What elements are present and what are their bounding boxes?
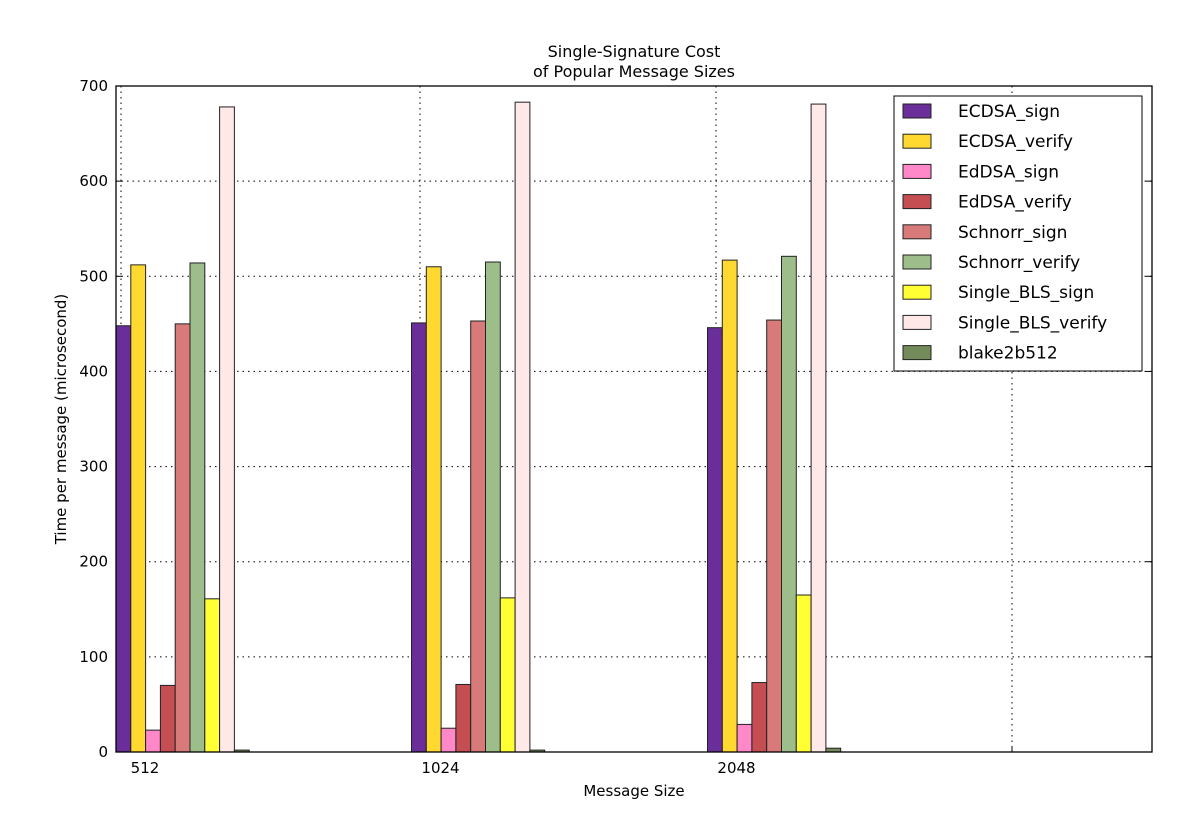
chart-title: of Popular Message Sizes bbox=[533, 62, 735, 81]
bar-Schnorr_verify-1024 bbox=[485, 261, 501, 753]
x-axis-label: Message Size bbox=[583, 782, 684, 800]
y-tick-label: 600 bbox=[79, 172, 108, 190]
legend-swatch bbox=[902, 103, 932, 119]
bar-Schnorr_verify-2048 bbox=[781, 255, 797, 753]
legend-swatch bbox=[902, 133, 932, 149]
legend-swatch bbox=[902, 314, 932, 330]
bar-Schnorr_sign-2048 bbox=[766, 319, 783, 753]
legend-label: EdDSA_sign bbox=[958, 162, 1059, 182]
bar-Single_BLS_sign-512 bbox=[204, 598, 221, 753]
legend-swatch bbox=[902, 284, 932, 300]
bar-Single_BLS_sign-2048 bbox=[795, 594, 812, 753]
bar-ECDSA_sign-1024 bbox=[411, 322, 427, 753]
bar-EdDSA_sign-2048 bbox=[736, 723, 753, 753]
y-tick-label: 400 bbox=[79, 362, 108, 380]
bar-Schnorr_sign-512 bbox=[174, 323, 191, 753]
y-tick-label: 300 bbox=[79, 458, 108, 476]
bar-Single_BLS_verify-512 bbox=[219, 106, 235, 753]
y-tick-label: 700 bbox=[79, 77, 108, 95]
bar-ECDSA_sign-2048 bbox=[707, 327, 723, 753]
plot-frame bbox=[115, 85, 1153, 753]
bar-ECDSA_verify-2048 bbox=[721, 259, 738, 753]
bar-ECDSA_verify-1024 bbox=[425, 266, 442, 753]
y-tick-label: 100 bbox=[79, 648, 108, 666]
legend-swatch bbox=[902, 254, 932, 270]
legend-label: blake2b512 bbox=[958, 344, 1058, 364]
legend-swatch bbox=[902, 163, 932, 179]
bar-EdDSA_verify-1024 bbox=[455, 683, 472, 753]
legend bbox=[893, 95, 1143, 372]
legend-label: ECDSA_sign bbox=[958, 102, 1060, 122]
legend-swatch bbox=[902, 224, 932, 240]
legend-label: Single_BLS_sign bbox=[958, 283, 1094, 303]
legend-label: Schnorr_sign bbox=[958, 223, 1067, 243]
legend-swatch bbox=[902, 194, 932, 210]
y-tick-label: 200 bbox=[79, 553, 108, 571]
x-tick-label: 2048 bbox=[717, 759, 755, 777]
y-tick-label: 0 bbox=[98, 743, 108, 761]
legend-label: Schnorr_verify bbox=[958, 253, 1080, 273]
x-tick-label: 512 bbox=[131, 759, 160, 777]
legend-label: Single_BLS_verify bbox=[958, 313, 1107, 333]
bar-EdDSA_sign-1024 bbox=[440, 727, 457, 753]
y-axis-label: Time per message (microsecond) bbox=[52, 294, 70, 546]
bar-ECDSA_sign-512 bbox=[115, 325, 132, 753]
legend-label: EdDSA_verify bbox=[958, 193, 1072, 213]
legend-swatch bbox=[902, 345, 932, 361]
bar-EdDSA_verify-512 bbox=[159, 684, 176, 753]
x-tick-label: 1024 bbox=[421, 759, 459, 777]
bar-EdDSA_verify-2048 bbox=[751, 682, 768, 753]
bar-ECDSA_verify-512 bbox=[130, 264, 147, 753]
bar-Schnorr_sign-1024 bbox=[470, 320, 487, 753]
legend-label: ECDSA_verify bbox=[958, 132, 1073, 152]
chart-title: Single-Signature Cost bbox=[548, 42, 721, 61]
bar-Single_BLS_sign-1024 bbox=[499, 597, 516, 753]
bar-Schnorr_verify-512 bbox=[189, 262, 206, 753]
bar-Single_BLS_verify-2048 bbox=[810, 103, 827, 753]
bar-Single_BLS_verify-1024 bbox=[514, 101, 531, 753]
y-tick-label: 500 bbox=[79, 267, 108, 285]
bar-EdDSA_sign-512 bbox=[145, 729, 161, 753]
